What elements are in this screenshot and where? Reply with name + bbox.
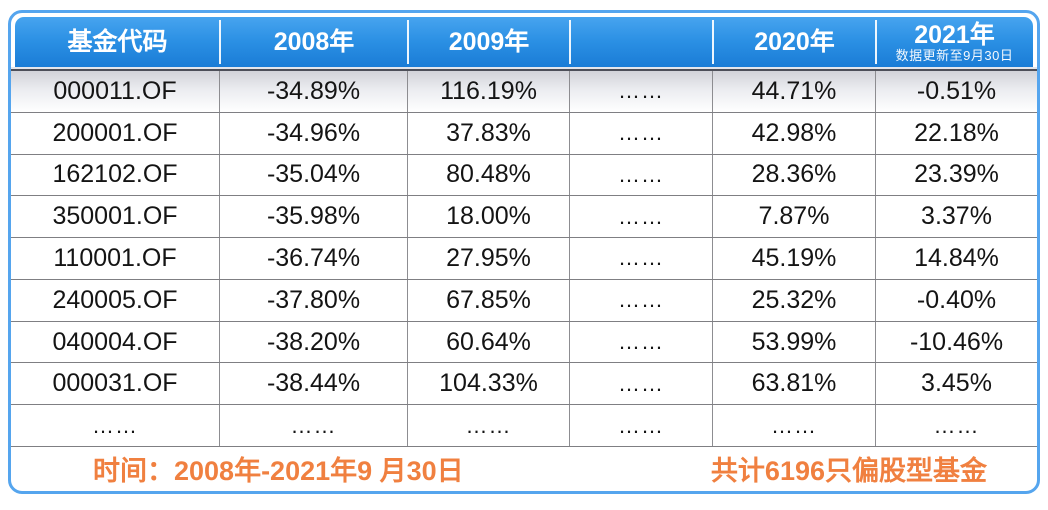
table-row: 200001.OF -34.96% 37.83% …… 42.98% 22.18… — [11, 112, 1037, 155]
table-cell-2008: -38.20% — [220, 321, 408, 363]
table-cell-2020: 44.71% — [713, 71, 876, 112]
table-body: 000011.OF -34.89% 116.19% …… 44.71% -0.5… — [11, 71, 1037, 447]
table-cell-2020: 45.19% — [713, 238, 876, 279]
table-cell-2021: 14.84% — [914, 243, 999, 272]
table-cell-fund-code: 000031.OF — [11, 363, 220, 405]
column-header-fund-code: 基金代码 — [15, 17, 221, 67]
table-cell-2009: …… — [408, 405, 570, 446]
table-cell-2008: -38.44% — [220, 363, 408, 405]
table-cell-2008: -34.96% — [220, 112, 408, 154]
table-cell-ellipsis: …… — [570, 363, 713, 405]
table-cell-2021: -0.40% — [916, 285, 997, 314]
column-header-2008: 2008年 — [220, 17, 409, 67]
table-row: 040004.OF -38.20% 60.64% …… 53.99% -10.4… — [11, 321, 1037, 364]
table-cell-ellipsis: …… — [570, 238, 713, 279]
header-note-update-date: 数据更新至9月30日 — [895, 47, 1014, 63]
table-cell-fund-code: 350001.OF — [11, 196, 220, 238]
table-cell-2020: 28.36% — [713, 154, 876, 196]
footer-time-range: 时间：2008年-2021年9 月30日 — [93, 456, 464, 486]
table-cell-2020: 53.99% — [713, 321, 876, 363]
column-header-ellipsis — [570, 17, 714, 67]
table-cell-2021: 3.37% — [921, 202, 992, 231]
column-header-label: 2021年 — [914, 20, 995, 49]
table-cell-fund-code: 110001.OF — [11, 238, 220, 279]
table-cell-2009: 27.95% — [408, 238, 570, 279]
table-cell-2021: …… — [933, 412, 980, 438]
table-cell-2020: 7.87% — [713, 196, 876, 238]
table-cell-2009: 67.85% — [408, 279, 570, 321]
table-cell-2009: 104.33% — [408, 363, 570, 405]
table-row: 240005.OF -37.80% 67.85% …… 25.32% -0.40… — [11, 279, 1037, 322]
column-header-label: 2009年 — [448, 27, 530, 56]
column-header-2021: 2021年 数据更新至9月30日 — [876, 17, 1033, 67]
table-cell-fund-code: 240005.OF — [11, 279, 220, 321]
table-cell-2020: …… — [713, 405, 876, 446]
table-row: 000011.OF -34.89% 116.19% …… 44.71% -0.5… — [11, 71, 1037, 113]
column-header-2009: 2009年 — [408, 17, 571, 67]
table-cell-2021: 22.18% — [914, 118, 999, 147]
table-row: 162102.OF -35.04% 80.48% …… 28.36% 23.39… — [11, 154, 1037, 197]
table-cell-2008: …… — [220, 405, 408, 446]
table-cell-2009: 37.83% — [408, 112, 570, 154]
column-header-2020: 2020年 — [713, 17, 877, 67]
table-row: 110001.OF -36.74% 27.95% …… 45.19% 14.84… — [11, 238, 1037, 280]
table-cell-ellipsis: …… — [570, 279, 713, 321]
column-header-label: 基金代码 — [67, 27, 168, 56]
table-cell-ellipsis: …… — [570, 154, 713, 196]
table-cell-2020: 42.98% — [713, 112, 876, 154]
footer-fund-count: 共计6196只偏股型基金 — [710, 456, 987, 486]
table-cell-fund-code: …… — [11, 405, 220, 446]
header-divider-light — [11, 67, 1037, 69]
fund-returns-table: 基金代码 2008年 2009年 2020年 2021年 数据更新至9月30日 … — [8, 10, 1040, 494]
table-cell-fund-code: 162102.OF — [11, 154, 220, 196]
table-cell-2020: 25.32% — [713, 279, 876, 321]
table-cell-2008: -35.04% — [220, 154, 408, 196]
header-divider-dark — [11, 69, 1037, 71]
table-cell-2009: 80.48% — [408, 154, 570, 196]
table-cell-ellipsis: …… — [570, 112, 713, 154]
table-cell-2009: 116.19% — [408, 71, 570, 112]
table-cell-2009: 18.00% — [408, 196, 570, 238]
table-cell-2021: -10.46% — [909, 327, 1004, 356]
table-row: 000031.OF -38.44% 104.33% …… 63.81% 3.45… — [11, 363, 1037, 406]
column-header-label: 2020年 — [754, 27, 835, 56]
table-cell-2021: -0.51% — [916, 76, 997, 105]
table-cell-ellipsis: …… — [570, 405, 713, 446]
table-cell-2008: -34.89% — [220, 71, 408, 112]
table-cell-fund-code: 000011.OF — [11, 71, 220, 112]
table-header-row: 基金代码 2008年 2009年 2020年 2021年 数据更新至9月30日 — [15, 17, 1033, 67]
table-cell-ellipsis: …… — [570, 71, 713, 112]
table-cell-ellipsis: …… — [570, 196, 713, 238]
table-cell-2021: 3.45% — [921, 369, 992, 398]
table-cell-ellipsis: …… — [570, 321, 713, 363]
table-cell-2008: -37.80% — [220, 279, 408, 321]
table-cell-2008: -36.74% — [220, 238, 408, 279]
table-cell-2008: -35.98% — [220, 196, 408, 238]
column-header-label: 2008年 — [273, 27, 355, 56]
table-cell-2020: 63.81% — [713, 363, 876, 405]
table-row: 350001.OF -35.98% 18.00% …… 7.87% 3.37% — [11, 196, 1037, 239]
table-cell-fund-code: 040004.OF — [11, 321, 220, 363]
table-cell-2021: 23.39% — [914, 160, 999, 189]
table-cell-fund-code: 200001.OF — [11, 112, 220, 154]
table-cell-2009: 60.64% — [408, 321, 570, 363]
table-row: …… …… …… …… …… …… — [11, 405, 1037, 447]
table-footer: 时间：2008年-2021年9 月30日 共计6196只偏股型基金 — [11, 447, 1037, 491]
